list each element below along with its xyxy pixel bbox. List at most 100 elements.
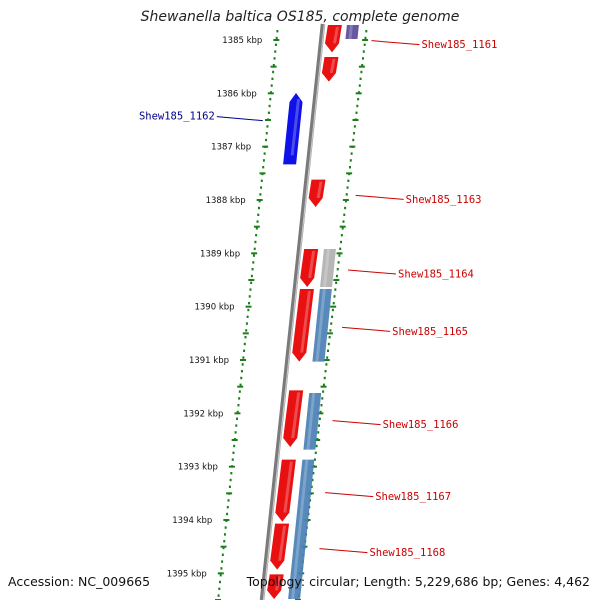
tick-dot [355, 111, 358, 114]
reverse-gene [321, 57, 339, 82]
tick-dot [270, 84, 273, 87]
tick-dot [220, 567, 223, 570]
tick-dot [237, 404, 240, 407]
reverse-gene [324, 25, 342, 53]
tick-dot [363, 43, 366, 46]
cds-feature [312, 289, 332, 362]
tick-dot [236, 410, 239, 414]
tick-dot [274, 43, 277, 46]
gene-label: Shew185_1165 [392, 326, 468, 338]
tick-dot [238, 390, 241, 393]
tick-dot [257, 213, 260, 216]
tick-dot [221, 560, 224, 563]
tick-dot [265, 138, 268, 142]
backbone-highlight [262, 23, 325, 600]
backbone-layer [259, 23, 326, 600]
genes-layer [267, 25, 342, 599]
kbp-label: 1394 kbp [172, 516, 212, 526]
tick-dot [274, 50, 277, 53]
tick-dot [357, 98, 360, 101]
gene-label: Shew185_1163 [406, 194, 482, 206]
cds-highlight [323, 249, 330, 287]
tick-dot [311, 478, 314, 482]
gene-highlight [290, 99, 301, 156]
tick-dot [230, 472, 233, 475]
gene-label: Shew185_1166 [383, 419, 459, 431]
tick-dot [325, 363, 328, 366]
tick-dot [360, 70, 363, 74]
tick-dot [353, 132, 356, 135]
gene-label-line [355, 194, 404, 200]
tick-dot [218, 587, 221, 590]
tick-dot [226, 506, 229, 509]
tick-dot [247, 308, 250, 312]
genome-backbone [259, 23, 326, 600]
tick-layer: 1385 kbp 1386 kbp 1387 kbp 1388 kbp 1389 kbp… [167, 30, 369, 600]
tick-dot [335, 274, 338, 278]
tick-dot [243, 342, 246, 346]
tick-dot [322, 390, 325, 393]
tick-dot [323, 376, 326, 380]
tick-dot [239, 383, 242, 386]
tick-dot [245, 329, 248, 332]
tick-dot [257, 206, 260, 210]
reverse-gene [283, 390, 304, 447]
gene-label: Shew185_1167 [375, 491, 451, 503]
gene-label-line [347, 269, 397, 275]
tick-dot [334, 288, 337, 291]
reverse-gene [267, 574, 284, 599]
tick-dot [348, 166, 351, 169]
tick-dot [255, 234, 258, 237]
gene-label: Shew185_1164 [398, 269, 474, 281]
tick-dot [258, 200, 261, 203]
gene-label-line [342, 326, 391, 332]
tick-dot [349, 159, 352, 162]
tick-dot [358, 84, 361, 87]
tick-dot [253, 254, 255, 257]
tick-dot [353, 125, 356, 128]
tick-dot [231, 458, 234, 461]
tick-dot [313, 458, 316, 461]
kbp-label: 1390 kbp [194, 303, 234, 313]
tick-dot [232, 451, 235, 454]
tick-dot [361, 64, 364, 67]
kbp-label: 1389 kbp [200, 249, 240, 259]
tick-dot [254, 240, 257, 244]
tick-dot [266, 125, 269, 128]
tick-dot [321, 397, 324, 400]
kbp-label: 1388 kbp [206, 196, 246, 206]
tick-dot [356, 104, 359, 108]
tick-dot [344, 206, 347, 210]
tick-dot [262, 159, 265, 162]
tick-dot [271, 77, 274, 80]
tick-dot [242, 356, 245, 359]
tick-dot [341, 227, 344, 230]
tick-dot [223, 540, 226, 543]
tick-dot [253, 247, 256, 250]
tick-dot [343, 213, 346, 216]
cds-highlight [315, 289, 326, 362]
tick-dot [319, 410, 322, 414]
tick-dot [265, 132, 268, 135]
tick-dot [250, 274, 253, 278]
tick-dot [318, 424, 321, 427]
tick-dot [331, 308, 334, 312]
gene-highlight [275, 576, 281, 591]
gene-highlight [300, 291, 311, 353]
tick-dot [245, 322, 248, 325]
tick-dot [228, 485, 231, 488]
tick-dot [326, 356, 329, 359]
tick-dot [233, 444, 236, 448]
tick-dot [329, 329, 332, 332]
gene-label: Shew185_1168 [369, 547, 445, 559]
cds-feature [345, 25, 359, 39]
tick-dot [229, 478, 232, 482]
gene-label: Shew185_1161 [421, 39, 497, 51]
tick-dot [217, 594, 220, 597]
tick-dot [327, 342, 330, 346]
tick-dot [243, 349, 246, 352]
tick-dot [246, 315, 249, 318]
cds-layer [288, 25, 359, 599]
tick-dot [260, 186, 263, 189]
tick-dot [255, 227, 258, 230]
